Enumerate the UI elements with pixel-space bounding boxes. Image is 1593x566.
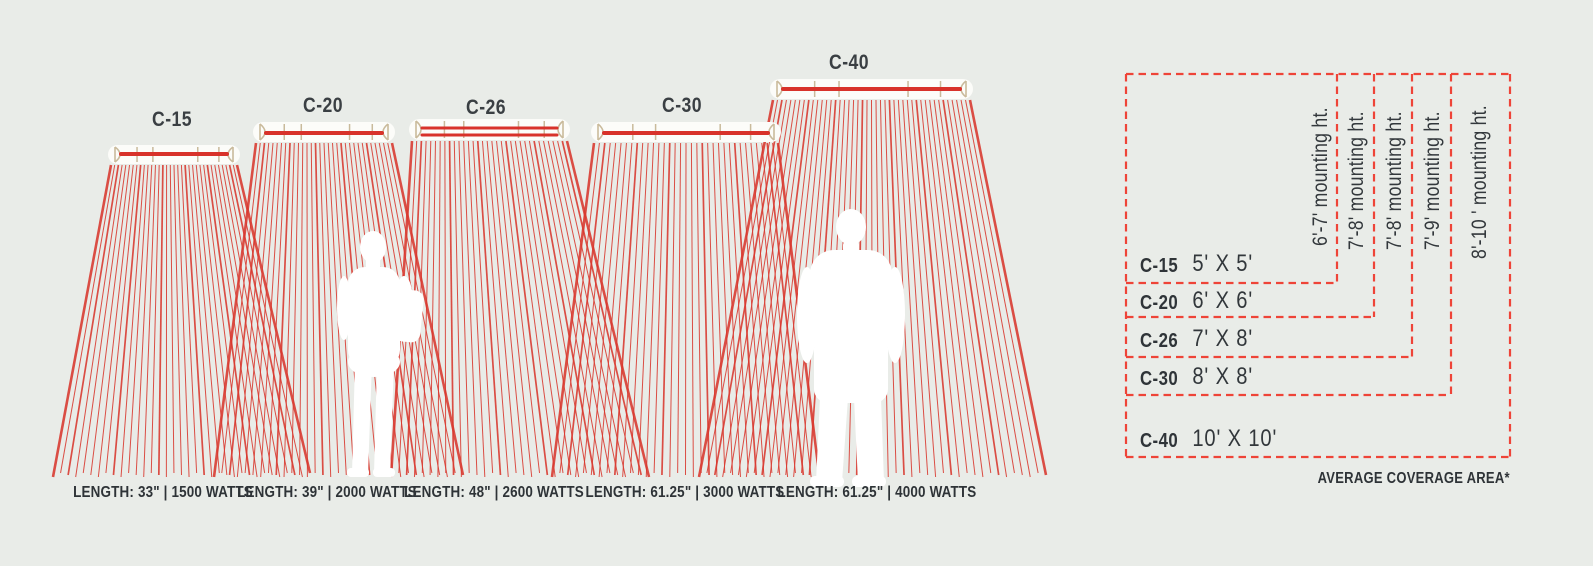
model-title-c-26: C-26 [466, 96, 506, 119]
length-label-c-20: LENGTH: 39" | 2000 WATTS [237, 484, 417, 501]
average-coverage-area-footnote: AVERAGE COVERAGE AREA* [1317, 470, 1510, 487]
model-title-c-20: C-20 [303, 94, 343, 117]
length-label-c-30: LENGTH: 61.25" | 3000 WATTS [585, 484, 785, 501]
coverage-row-area: 10' X 10' [1192, 425, 1278, 452]
heater-unit-c-15 [108, 145, 240, 164]
coverage-fan-c-20 [212, 142, 465, 478]
coverage-row-model: C-20 [1140, 292, 1179, 314]
coverage-row-model: C-40 [1140, 430, 1179, 452]
mounting-height-label-c-40: 8'-10 ' mounting ht. [1468, 105, 1491, 259]
coverage-row-model: C-26 [1140, 330, 1179, 352]
model-title-c-30: C-30 [662, 94, 702, 117]
heater-unit-c-30 [591, 122, 781, 142]
model-title-c-15: C-15 [152, 108, 192, 131]
mounting-height-label-c-30: 7'-9' mounting ht. [1421, 111, 1444, 250]
length-label-c-26: LENGTH: 48" | 2600 WATTS [404, 484, 584, 501]
coverage-row-c-40: C-40 10' X 10' [1140, 425, 1278, 452]
coverage-row-area: 8' X 8' [1192, 363, 1254, 390]
coverage-row-model: C-15 [1140, 255, 1179, 277]
mounting-height-label-c-15: 6'-7' mounting ht. [1309, 107, 1332, 246]
model-title-c-40: C-40 [829, 51, 869, 74]
coverage-row-model: C-30 [1140, 368, 1179, 390]
length-label-c-40: LENGTH: 61.25" | 4000 WATTS [777, 484, 977, 501]
person-silhouette-large [797, 209, 905, 487]
length-label-c-15: LENGTH: 33" | 1500 WATTS [73, 484, 253, 501]
coverage-row-c-20: C-20 6' X 6' [1140, 287, 1254, 314]
heater-unit-c-26 [409, 119, 570, 140]
mounting-height-label-c-20: 7'-8' mounting ht. [1345, 111, 1368, 250]
coverage-row-c-15: C-15 5' X 5' [1140, 250, 1254, 277]
coverage-row-c-30: C-30 8' X 8' [1140, 363, 1254, 390]
coverage-fan-c-30 [550, 142, 821, 478]
coverage-fan-c-26 [389, 140, 651, 478]
coverage-table-grid [1124, 72, 1512, 459]
coverage-row-c-26: C-26 7' X 8' [1140, 325, 1254, 352]
coverage-fan-c-15 [51, 164, 312, 478]
coverage-row-area: 5' X 5' [1192, 250, 1254, 277]
coverage-row-area: 7' X 8' [1192, 325, 1254, 352]
heater-unit-c-20 [253, 122, 395, 142]
person-silhouette-small [337, 231, 424, 477]
mounting-height-label-c-26: 7'-8' mounting ht. [1383, 111, 1406, 250]
heater-unit-c-40 [770, 79, 973, 99]
coverage-row-area: 6' X 6' [1192, 287, 1254, 314]
